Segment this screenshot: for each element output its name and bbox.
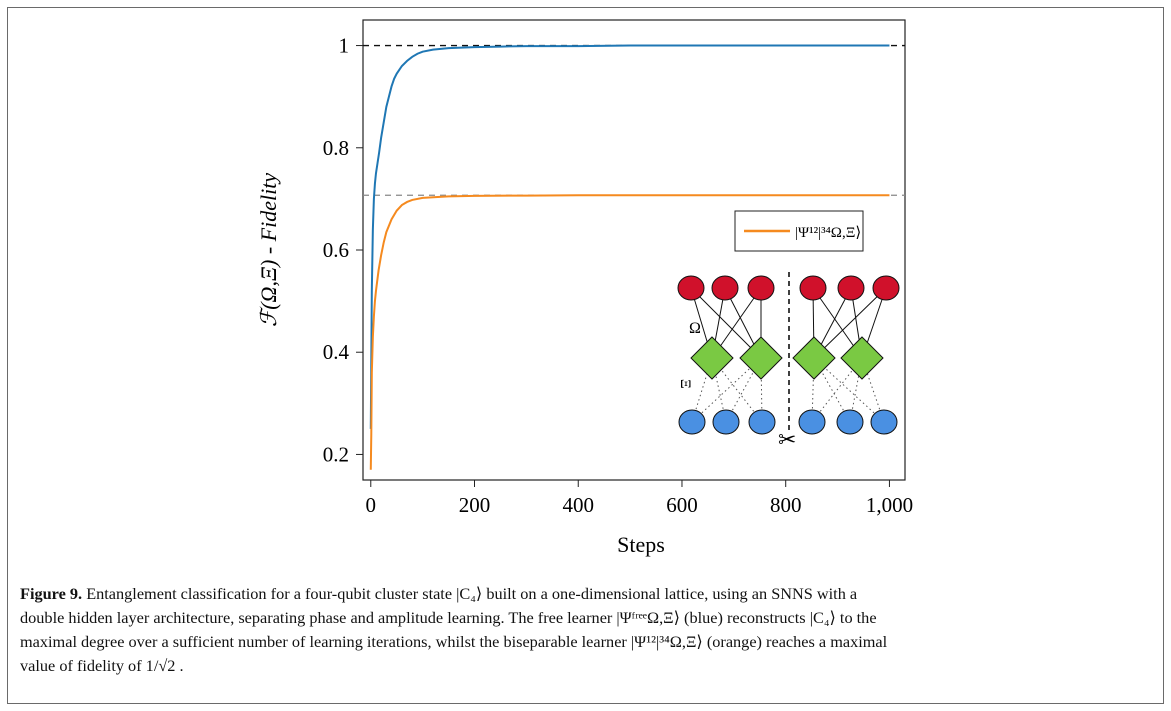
visible-node-red	[747, 275, 775, 301]
scissors-icon: ✂	[778, 427, 796, 452]
visible-node-blue	[678, 409, 706, 435]
caption-line-2: double hidden layer architecture, separa…	[20, 608, 877, 627]
xi-edge	[725, 357, 762, 423]
x-axis-ticks: 0 200 400 600 800 1,000	[366, 480, 913, 517]
visible-node-blue	[748, 409, 776, 435]
series-free-learner-line	[369, 44, 890, 429]
xi-edge	[760, 357, 763, 423]
visible-node-blue	[712, 409, 740, 435]
xi-edge	[813, 357, 851, 423]
y-axis-label: ℱ(Ω,Ξ) - Fidelity	[256, 173, 281, 327]
visible-node-red	[799, 275, 827, 301]
figure-label: Figure 9.	[20, 584, 83, 603]
y-axis-ticks: 0.2 0.4 0.6 0.8 1	[323, 34, 363, 466]
y-tick-label: 0.2	[323, 442, 349, 466]
omega-layer-label: Ω	[689, 320, 701, 337]
hidden-node-diamond	[840, 336, 884, 380]
visible-node-red	[837, 275, 865, 301]
hidden-node-diamond	[792, 336, 836, 380]
hidden-node-diamond	[690, 336, 734, 380]
omega-edge	[690, 287, 762, 359]
y-tick-label: 0.8	[323, 136, 349, 160]
caption-line-1: Figure 9. Entanglement classification fo…	[20, 582, 1150, 606]
xi-layer-label: Ξ	[677, 379, 693, 389]
caption-line-4: value of fidelity of 1/√2 .	[20, 656, 184, 675]
xi-edge	[811, 357, 815, 423]
x-axis-label: Steps	[617, 532, 665, 557]
x-tick-label: 400	[562, 493, 594, 517]
visible-node-blue	[836, 409, 864, 435]
visible-node-red	[677, 275, 705, 301]
figure-caption: Figure 9. Entanglement classification fo…	[20, 582, 1150, 678]
fidelity-chart: 0 200 400 600 800 1,000 0.2 0.4 0.6 0.8 1 Steps ℱ…	[256, 19, 913, 557]
x-tick-label: 600	[666, 493, 698, 517]
visible-node-blue	[870, 409, 898, 435]
legend-entry-biseparable: |Ψ¹²|³⁴Ω,Ξ⟩	[795, 225, 861, 241]
figure-frame	[7, 7, 1164, 704]
x-tick-label: 200	[459, 493, 491, 517]
visible-node-blue	[798, 409, 826, 435]
network-inset-diagram: Ω Ξ ✂	[677, 272, 900, 452]
omega-edge	[813, 287, 887, 359]
visible-node-red	[711, 275, 739, 301]
x-tick-label: 0	[366, 493, 377, 517]
x-tick-label: 1,000	[866, 493, 913, 517]
legend: |Ψ¹²|³⁴Ω,Ξ⟩	[734, 210, 864, 252]
hidden-node-diamond	[739, 336, 783, 380]
y-tick-label: 1	[339, 34, 350, 58]
series-biseparable-learner-line	[369, 194, 890, 470]
y-tick-label: 0.6	[323, 238, 349, 262]
visible-node-red	[872, 275, 900, 301]
caption-text-1: Entanglement classification for a four-q…	[86, 584, 858, 603]
y-tick-label: 0.4	[323, 340, 350, 364]
caption-line-3: maximal degree over a sufficient number …	[20, 632, 888, 651]
x-tick-label: 800	[770, 493, 802, 517]
